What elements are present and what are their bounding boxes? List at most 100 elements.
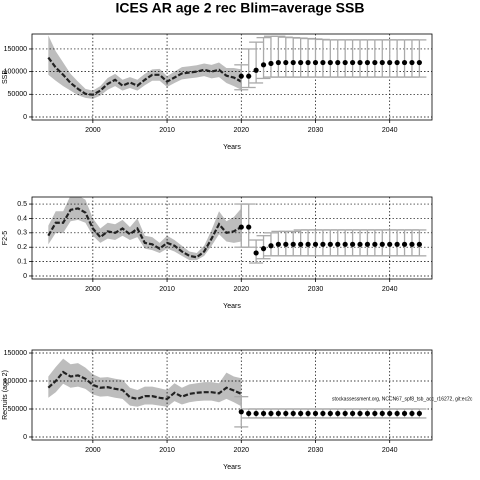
forecast-point xyxy=(335,59,341,66)
forecast-point xyxy=(357,410,363,417)
x-axis-label: Years xyxy=(223,144,241,151)
forecast-point xyxy=(364,241,371,247)
forecast-point xyxy=(394,241,400,247)
forecast-point xyxy=(357,241,363,247)
forecast-point xyxy=(253,410,259,417)
forecast-point xyxy=(260,62,267,68)
forecast-point xyxy=(394,410,400,417)
forecast-point xyxy=(312,410,319,417)
forecast-point xyxy=(379,241,385,247)
forecast-point xyxy=(416,410,422,417)
forecast-point xyxy=(238,73,244,79)
y-tick-label: 0 xyxy=(23,273,27,280)
forecast-point xyxy=(379,59,385,66)
forecast-point xyxy=(246,73,252,79)
forecast-point xyxy=(387,241,393,247)
x-tick-label: 2040 xyxy=(382,127,398,134)
y-tick-label: 0.5 xyxy=(17,201,27,208)
y-tick-label: 150000 xyxy=(4,350,27,357)
x-tick-label: 2030 xyxy=(308,286,324,293)
forecast-point xyxy=(260,410,267,417)
forecast-point xyxy=(268,243,274,249)
forecast-point xyxy=(357,59,363,66)
plot-area xyxy=(32,34,432,120)
forecast-point xyxy=(387,410,393,417)
forecast-point xyxy=(305,410,311,417)
x-axis-label: Years xyxy=(223,303,241,310)
x-tick-label: 2020 xyxy=(233,286,249,293)
forecast-point xyxy=(298,59,304,66)
forecast-point xyxy=(312,59,319,66)
forecast-point xyxy=(409,410,415,417)
x-tick-label: 2020 xyxy=(233,447,249,454)
forecast-point xyxy=(416,59,422,66)
forecast-point xyxy=(372,410,378,417)
forecast-point xyxy=(275,410,281,417)
plot-frame xyxy=(31,349,433,441)
plot-frame xyxy=(31,33,433,121)
forecast-point xyxy=(401,410,408,417)
forecast-point xyxy=(275,241,281,247)
y-axis-label: F2-5 xyxy=(2,231,9,246)
chart-title: ICES AR age 2 rec Blim=average SSB xyxy=(116,0,365,16)
forecast-point xyxy=(364,59,371,66)
forecast-point xyxy=(320,410,326,417)
forecast-point xyxy=(305,59,311,66)
plot-area xyxy=(32,350,432,440)
forecast-point xyxy=(401,241,408,247)
forecast-point xyxy=(290,59,296,66)
plot-frame xyxy=(31,196,433,280)
forecast-point xyxy=(320,241,326,247)
forecast-point xyxy=(246,410,252,417)
forecast-point xyxy=(364,410,371,417)
forecast-point xyxy=(387,59,393,66)
x-tick-label: 2010 xyxy=(159,286,175,293)
x-axis-label: Years xyxy=(223,464,241,471)
forecast-point xyxy=(298,241,304,247)
confidence-band xyxy=(48,35,242,99)
x-tick-label: 2040 xyxy=(382,447,398,454)
forecast-point xyxy=(372,59,378,66)
y-axis-label: Recruits (age 2) xyxy=(2,370,9,420)
x-tick-label: 2000 xyxy=(85,127,101,134)
forecast-point xyxy=(416,241,422,247)
forecast-point xyxy=(327,410,333,417)
forecast-point xyxy=(349,59,356,66)
confidence-band xyxy=(48,358,242,407)
x-tick-label: 2030 xyxy=(308,447,324,454)
y-tick-label: 150000 xyxy=(4,46,27,53)
x-tick-label: 2000 xyxy=(85,286,101,293)
plot-area xyxy=(32,197,432,279)
x-tick-label: 2020 xyxy=(233,127,249,134)
forecast-point xyxy=(268,60,274,67)
forecast-point xyxy=(349,410,356,417)
y-tick-label: 0.2 xyxy=(17,244,27,251)
y-tick-label: 0.3 xyxy=(17,230,27,237)
y-tick-label: 0.4 xyxy=(17,215,27,222)
forecast-point xyxy=(372,241,378,247)
forecast-point xyxy=(342,241,348,247)
forecast-point xyxy=(260,246,267,252)
y-tick-label: 0 xyxy=(23,434,27,441)
forecast-point xyxy=(283,410,289,417)
forecast-point xyxy=(327,241,333,247)
forecast-point xyxy=(320,59,326,66)
y-tick-label: 100000 xyxy=(4,378,27,385)
forecast-point xyxy=(409,59,415,66)
forecast-point xyxy=(238,409,244,415)
forecast-point xyxy=(298,410,304,417)
estimate-line xyxy=(47,56,242,96)
forecast-point xyxy=(275,59,281,66)
forecast-point xyxy=(394,59,400,66)
forecast-point xyxy=(253,250,259,256)
forecast-point xyxy=(246,224,252,230)
y-tick-label: 50000 xyxy=(8,406,28,413)
forecast-point xyxy=(327,59,333,66)
estimate-line xyxy=(47,370,242,401)
forecast-point xyxy=(335,410,341,417)
x-tick-label: 2040 xyxy=(382,286,398,293)
y-tick-label: 0 xyxy=(23,114,27,121)
y-axis-label: SSB xyxy=(2,70,9,84)
x-tick-label: 2030 xyxy=(308,127,324,134)
x-tick-label: 2000 xyxy=(85,447,101,454)
